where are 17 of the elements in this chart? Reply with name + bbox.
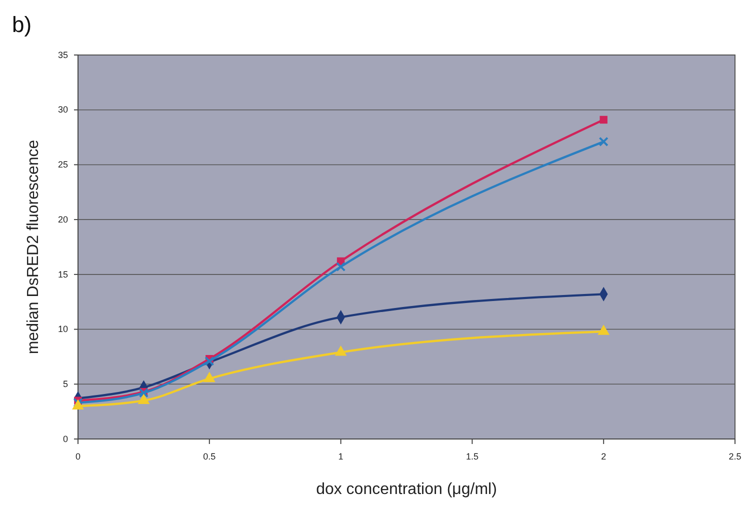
x-tick-label: 0.5 [203, 451, 216, 462]
x-tick-label: 1 [338, 451, 344, 462]
y-axis-title: median DsRED2 fluorescence [25, 140, 42, 354]
x-tick-label: 0 [75, 451, 81, 462]
y-tick-label: 20 [58, 214, 68, 224]
y-tick-label: 35 [58, 50, 68, 60]
y-tick-label: 30 [58, 104, 68, 115]
y-tick-label: 5 [62, 379, 68, 390]
x-tick-label: 2.5 [728, 451, 742, 462]
x-axis-title: dox concentration (μg/ml) [316, 481, 497, 498]
chart-title: b) [12, 12, 32, 37]
y-tick-label: 15 [58, 269, 68, 280]
x-tick-label: 1.5 [466, 451, 478, 462]
x-tick-label: 2 [601, 451, 606, 462]
y-tick-label: 25 [58, 160, 68, 170]
y-tick-label: 10 [58, 324, 68, 334]
y-tick-label: 0 [62, 434, 68, 444]
